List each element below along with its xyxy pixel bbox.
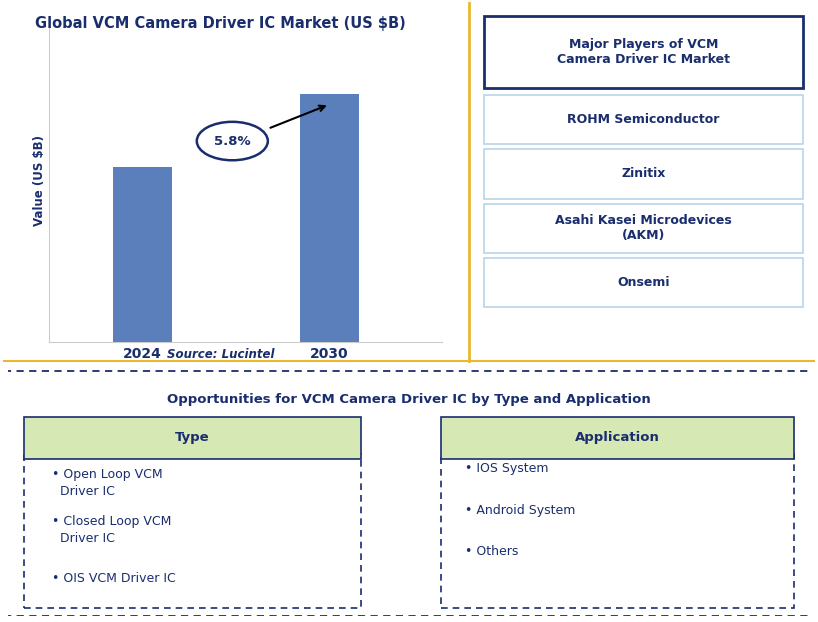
Bar [113, 167, 173, 342]
Text: • IOS System: • IOS System [465, 462, 549, 475]
Bar [299, 94, 359, 342]
Text: Major Players of VCM
Camera Driver IC Market: Major Players of VCM Camera Driver IC Ma… [557, 38, 730, 66]
Text: Opportunities for VCM Camera Driver IC by Type and Application: Opportunities for VCM Camera Driver IC b… [167, 393, 651, 406]
FancyBboxPatch shape [441, 453, 793, 608]
Text: Source: Lucintel: Source: Lucintel [167, 348, 275, 361]
Text: Application: Application [575, 431, 660, 444]
FancyBboxPatch shape [441, 417, 793, 458]
FancyBboxPatch shape [483, 16, 803, 88]
Text: • Others: • Others [465, 545, 519, 559]
Text: • Open Loop VCM
  Driver IC: • Open Loop VCM Driver IC [52, 468, 163, 498]
FancyBboxPatch shape [483, 258, 803, 307]
FancyBboxPatch shape [483, 203, 803, 253]
Text: Zinitix: Zinitix [621, 167, 666, 180]
FancyBboxPatch shape [25, 417, 361, 458]
Text: • OIS VCM Driver IC: • OIS VCM Driver IC [52, 572, 176, 585]
Text: • Closed Loop VCM
  Driver IC: • Closed Loop VCM Driver IC [52, 515, 172, 545]
FancyBboxPatch shape [25, 453, 361, 608]
Ellipse shape [197, 122, 267, 160]
Text: Onsemi: Onsemi [617, 276, 670, 289]
Text: Global VCM Camera Driver IC Market (US $B): Global VCM Camera Driver IC Market (US $… [35, 16, 407, 30]
Text: Asahi Kasei Microdevices
(AKM): Asahi Kasei Microdevices (AKM) [555, 215, 732, 243]
FancyBboxPatch shape [483, 149, 803, 198]
Text: • Android System: • Android System [465, 504, 576, 517]
Y-axis label: Value (US $B): Value (US $B) [34, 135, 47, 226]
FancyBboxPatch shape [4, 371, 814, 616]
Text: Type: Type [175, 431, 210, 444]
Text: ROHM Semiconductor: ROHM Semiconductor [567, 113, 720, 126]
Text: 5.8%: 5.8% [214, 134, 250, 147]
FancyBboxPatch shape [483, 95, 803, 144]
